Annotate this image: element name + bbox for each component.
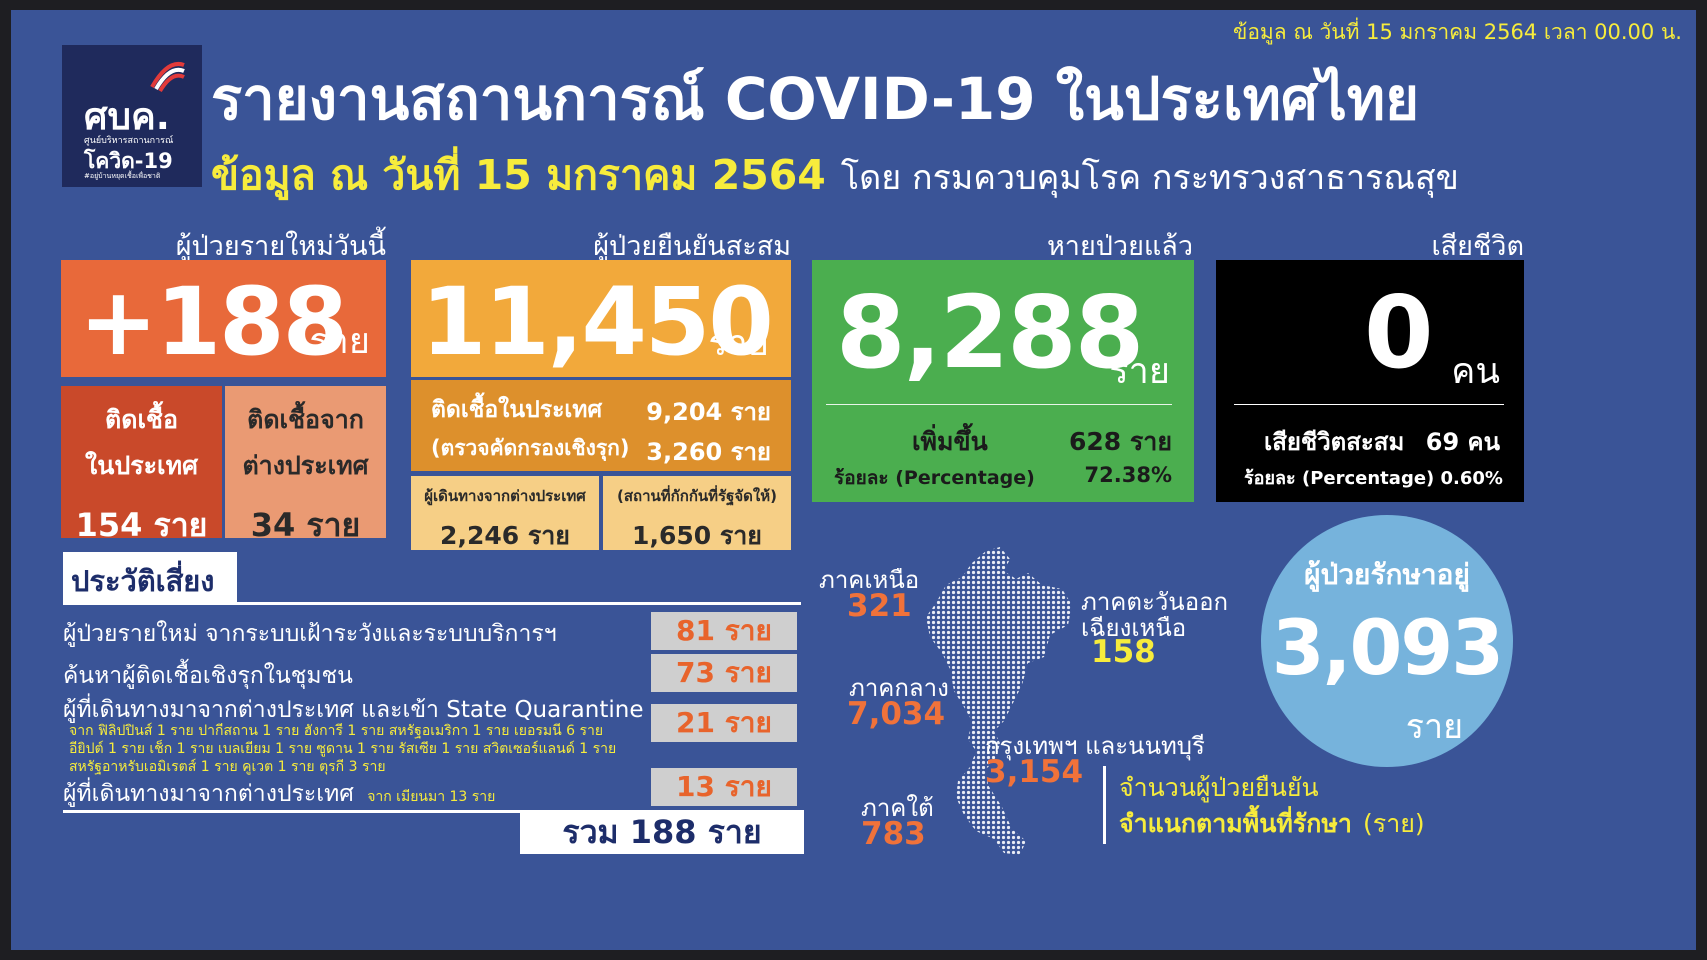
region-central-value: 7,034 (847, 696, 946, 732)
risk-row-1-value: 81 ราย (651, 612, 797, 650)
region-central-name: ภาคกลาง (849, 674, 949, 702)
cum-travelers-card: ผู้เดินทางจากต่างประเทศ 2,246 ราย (411, 476, 599, 550)
new-cases-card: +188 ราย (61, 260, 386, 377)
cum-quarantine-label: (สถานที่กักกันที่รัฐจัดให้) (617, 487, 777, 505)
imported-new-card: ติดเชื้อจาก ต่างประเทศ 34 ราย (225, 386, 386, 544)
map-caption-line2-bold: จำแนกตามพื้นที่รักษา (1119, 809, 1352, 838)
map-caption-line1: จำนวนผู้ป่วยยืนยัน (1119, 773, 1319, 802)
treating-circle: ผู้ป่วยรักษาอยู่ 3,093 ราย (1261, 515, 1513, 767)
cumulative-label: ผู้ป่วยยืนยันสะสม (593, 231, 791, 262)
risk-row-3-detail-2: อียิปต์ 1 ราย เช็ก 1 ราย เบลเยียม 1 ราย … (69, 741, 617, 757)
region-bangkok-value: 3,154 (985, 754, 1084, 790)
new-cases-label: ผู้ป่วยรายใหม่วันนี้ (175, 231, 386, 262)
risk-title-rule (63, 602, 801, 605)
deaths-value: 0 (1364, 274, 1434, 391)
logo: ศบค. ศูนย์บริหารสถานการณ์ โควิด-19 #อยู่… (62, 45, 202, 187)
region-south-value: 783 (861, 816, 926, 852)
cum-travelers-value: 2,246 ราย (440, 521, 570, 550)
logo-line2: โควิด-19 (84, 149, 173, 173)
recovered-unit: ราย (1109, 351, 1170, 392)
deaths-card: 0 คน เสียชีวิตสะสม 69 คน ร้อยละ (Percent… (1216, 260, 1524, 502)
risk-row-4-value: 13 ราย (651, 768, 797, 806)
recovered-value: 8,288 (836, 274, 1144, 391)
domestic-new-label-1: ติดเชื้อ (105, 405, 178, 434)
risk-row-4: ผู้ที่เดินทางมาจากต่างประเทศ จาก เมียนมา… (63, 776, 495, 812)
risk-row-1-label: ผู้ป่วยรายใหม่ จากระบบเฝ้าระวังและระบบบร… (63, 621, 557, 647)
map-caption-bar (1103, 766, 1106, 844)
domestic-new-card: ติดเชื้อ ในประเทศ 154 ราย (61, 386, 222, 544)
risk-row-3-detail-3: สหรัฐอาหรับเอมิเรตส์ 1 ราย คูเวต 1 ราย ต… (69, 759, 386, 775)
corner-date: ข้อมูล ณ วันที่ 15 มกราคม 2564 เวลา 00.0… (1232, 20, 1682, 44)
cumulative-breakdown-card: ติดเชื้อในประเทศ 9,204 ราย (ตรวจคัดกรองเ… (411, 380, 791, 471)
domestic-new-label-2: ในประเทศ (85, 451, 198, 480)
cumulative-card: 11,450 ราย (411, 260, 791, 377)
page-title: รายงานสถานการณ์ COVID-19 ในประเทศไทย (211, 65, 1420, 133)
logo-line3: #อยู่บ้านหยุดเชื้อเพื่อชาติ (84, 172, 161, 180)
map-caption-line2-unit: (ราย) (1363, 809, 1425, 838)
region-bangkok-name: กรุงเทพฯ และนนทบุรี (985, 732, 1205, 760)
cum-quarantine-card: (สถานที่กักกันที่รัฐจัดให้) 1,650 ราย (603, 476, 791, 550)
region-northeast-value: 158 (1091, 634, 1156, 670)
recovered-increase-value: 628 ราย (1068, 427, 1172, 456)
deaths-label: เสียชีวิต (1431, 231, 1524, 262)
deaths-pct-text: ร้อยละ (Percentage) 0.60% (1244, 468, 1503, 489)
subtitle: ข้อมูล ณ วันที่ 15 มกราคม 2564 โดย กรมคว… (211, 143, 1459, 208)
risk-total-rule (63, 810, 523, 813)
recovered-card: 8,288 ราย เพิ่มขึ้น 628 ราย ร้อยละ (Perc… (812, 260, 1194, 502)
deaths-cum-value: 69 คน (1425, 428, 1500, 456)
risk-row-3-detail-1: จาก ฟิลิปปินส์ 1 ราย ปากีสถาน 1 ราย ฮังก… (69, 723, 604, 739)
cum-domestic-value: 9,204 ราย (646, 398, 771, 426)
risk-title-box: ประวัติเสี่ยง (63, 552, 237, 602)
treating-value: 3,093 (1271, 603, 1504, 692)
risk-title: ประวัติเสี่ยง (71, 564, 215, 598)
risk-row-2-value: 73 ราย (651, 654, 797, 692)
cum-quarantine-value: 1,650 ราย (632, 521, 762, 550)
treating-unit: ราย (1405, 707, 1463, 747)
region-south-name: ภาคใต้ (861, 794, 934, 822)
map-caption-line2: จำแนกตามพื้นที่รักษา (ราย) (1119, 804, 1425, 844)
cum-active-label: (ตรวจคัดกรองเชิงรุก) (431, 436, 630, 460)
subtitle-date: ข้อมูล ณ วันที่ 15 มกราคม 2564 (211, 151, 826, 199)
risk-row-4-label: ผู้ที่เดินทางมาจากต่างประเทศ (63, 781, 354, 807)
recovered-label: หายป่วยแล้ว (1046, 231, 1193, 262)
recovered-divider (826, 404, 1172, 405)
cum-travelers-label: ผู้เดินทางจากต่างประเทศ (424, 487, 586, 505)
risk-row-4-detail: จาก เมียนมา 13 ราย (367, 789, 496, 805)
region-northeast-name-1: ภาคตะวันออก (1081, 588, 1229, 616)
cum-active-value: 3,260 ราย (646, 438, 771, 466)
region-north-value: 321 (847, 588, 912, 624)
risk-row-3-label: ผู้ที่เดินทางมาจากต่างประเทศ และเข้า Sta… (63, 697, 644, 723)
logo-main: ศบค. (84, 95, 170, 138)
logo-line1: ศูนย์บริหารสถานการณ์ (84, 136, 174, 146)
thailand-map-icon (926, 547, 1072, 855)
new-cases-value: +188 (79, 268, 348, 377)
cumulative-value: 11,450 (421, 268, 774, 377)
imported-new-value: 34 ราย (250, 506, 361, 544)
risk-total: รวม 188 ราย (520, 810, 804, 854)
recovered-pct-value: 72.38% (1084, 463, 1172, 487)
deaths-unit: คน (1451, 351, 1500, 392)
deaths-divider (1234, 404, 1504, 405)
risk-row-2-label: ค้นหาผู้ติดเชื้อเชิงรุกในชุมชน (63, 663, 353, 689)
recovered-pct-label: ร้อยละ (Percentage) (834, 467, 1035, 489)
treating-label: ผู้ป่วยรักษาอยู่ (1304, 558, 1470, 591)
new-cases-unit: ราย (309, 321, 370, 362)
region-northeast-name-2: เฉียงเหนือ (1081, 614, 1187, 642)
cum-domestic-label: ติดเชื้อในประเทศ (431, 397, 603, 423)
risk-row-3-value: 21 ราย (651, 704, 797, 742)
imported-new-label-1: ติดเชื้อจาก (247, 405, 364, 434)
flag-stripes-icon (150, 62, 185, 93)
region-north-name: ภาคเหนือ (819, 566, 920, 594)
imported-new-label-2: ต่างประเทศ (242, 451, 369, 480)
recovered-increase-label: เพิ่มขึ้น (912, 427, 988, 456)
deaths-cum-label: เสียชีวิตสะสม (1264, 428, 1405, 456)
subtitle-source: โดย กรมควบคุมโรค กระทรวงสาธารณสุข (840, 158, 1459, 198)
domestic-new-value: 154 ราย (75, 506, 208, 544)
infographic-board: ข้อมูล ณ วันที่ 15 มกราคม 2564 เวลา 00.0… (11, 10, 1696, 950)
cumulative-unit: ราย (708, 323, 769, 364)
